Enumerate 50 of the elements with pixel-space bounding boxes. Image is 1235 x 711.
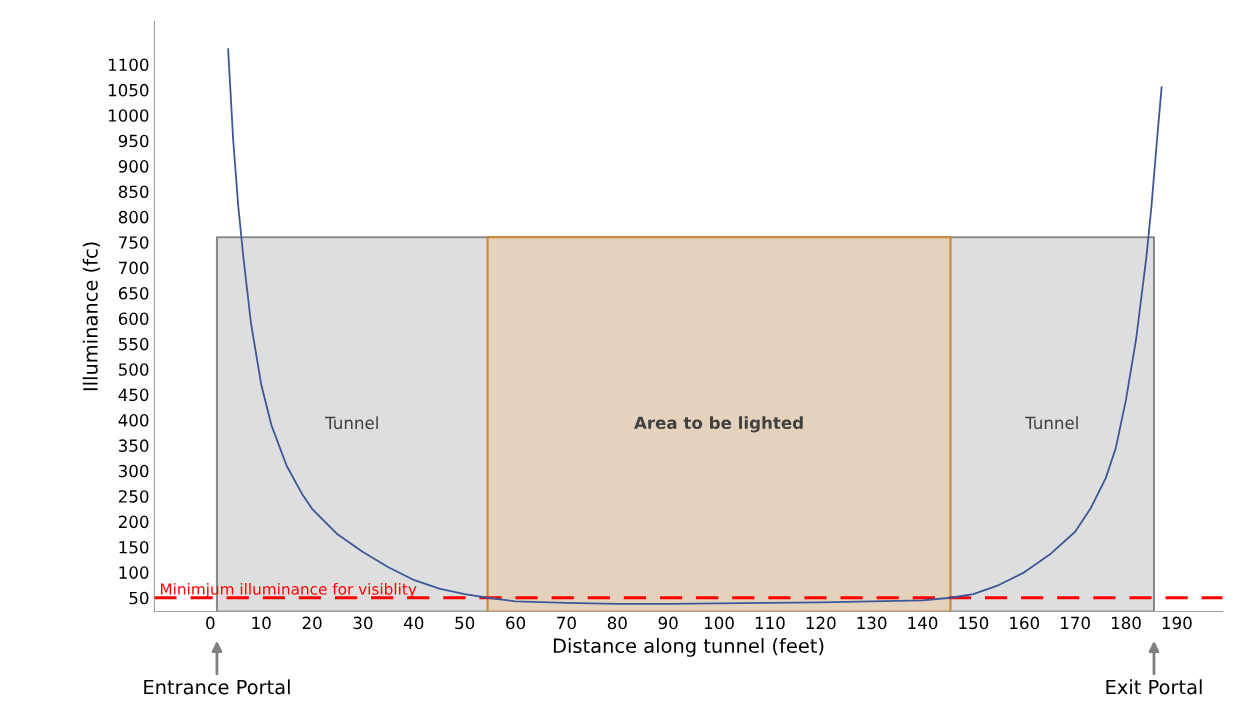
y-tick-label: 600 bbox=[118, 312, 149, 325]
x-tick-label: 150 bbox=[959, 616, 989, 630]
y-axis-title: Illuminance (fc) bbox=[82, 242, 101, 391]
y-tick-label: 800 bbox=[118, 210, 149, 224]
annotation: Area to be lighted bbox=[634, 416, 803, 433]
y-tick-label: 350 bbox=[118, 439, 149, 452]
x-tick-label: 170 bbox=[1061, 616, 1090, 630]
y-tick-label: 50 bbox=[129, 591, 149, 605]
y-tick-label: 650 bbox=[118, 287, 149, 300]
x-tick-label: 10 bbox=[252, 616, 271, 630]
x-tick-label: 80 bbox=[607, 616, 627, 630]
x-tick-label: 160 bbox=[1010, 616, 1040, 630]
y-tick-label: 450 bbox=[118, 388, 149, 402]
x-tick-label: 190 bbox=[1162, 616, 1192, 630]
y-tick-label: 200 bbox=[118, 515, 149, 529]
y-tick-label: 1050 bbox=[108, 83, 149, 97]
y-tick-label: 900 bbox=[118, 160, 149, 173]
x-axis-title: Distance along tunnel (feet) bbox=[553, 638, 824, 657]
annotation: Tunnel bbox=[325, 416, 378, 430]
x-tick-label: 100 bbox=[704, 616, 734, 630]
x-tick-label: 20 bbox=[302, 616, 322, 630]
y-tick-label: 1000 bbox=[108, 109, 149, 122]
text: Exit Portal bbox=[1106, 679, 1202, 695]
y-tick-label: 850 bbox=[118, 185, 149, 199]
y-tick-label: 750 bbox=[119, 236, 149, 249]
y-tick-label: 100 bbox=[119, 566, 149, 579]
x-tick-label: 60 bbox=[506, 616, 526, 630]
x-tick-label: 50 bbox=[455, 616, 475, 630]
y-tick-label: 700 bbox=[119, 261, 149, 275]
y-tick-label: 950 bbox=[118, 134, 149, 148]
x-tick-label: 40 bbox=[404, 616, 424, 630]
x-tick-label: 110 bbox=[755, 616, 785, 630]
x-tick-label: 180 bbox=[1111, 616, 1141, 630]
y-tick-label: 300 bbox=[118, 464, 149, 478]
x-tick-label: 130 bbox=[857, 616, 887, 630]
x-tick-label: 70 bbox=[557, 616, 576, 630]
x-tick-label: 30 bbox=[353, 616, 373, 630]
y-tick-label: 1100 bbox=[108, 58, 149, 72]
x-tick-label: 90 bbox=[658, 616, 678, 630]
y-tick-label: 150 bbox=[119, 540, 149, 554]
x-tick-label: 120 bbox=[806, 616, 836, 630]
y-tick-label: 250 bbox=[118, 490, 149, 503]
x-tick-label: 140 bbox=[908, 616, 938, 630]
text: Entrance Portal bbox=[144, 679, 290, 695]
y-tick-label: 550 bbox=[118, 337, 149, 351]
annotation: Tunnel bbox=[1025, 416, 1078, 430]
y-tick-label: 400 bbox=[118, 413, 149, 427]
y-tick-label: 500 bbox=[118, 363, 149, 376]
ref-line-label: Minimjum illuminance for visiblity bbox=[160, 582, 417, 598]
x-tick-label: 0 bbox=[206, 616, 215, 630]
